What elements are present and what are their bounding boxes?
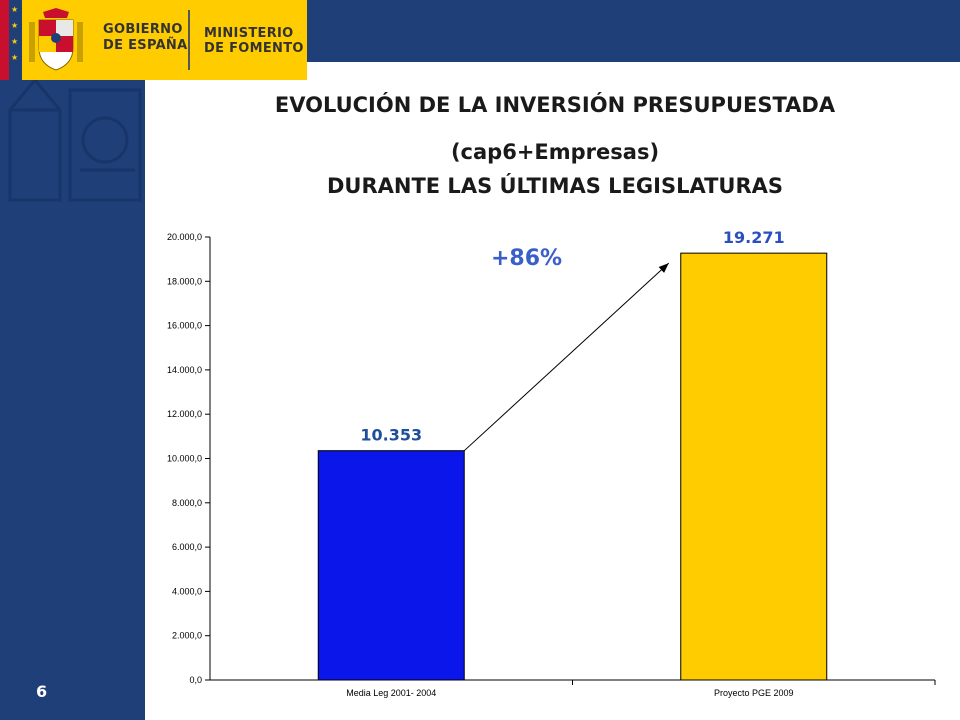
bar-1 — [317, 450, 465, 681]
chart-title: EVOLUCIÓN DE LA INVERSIÓN PRESUPUESTADA — [274, 93, 836, 117]
coat-of-arms-icon — [29, 8, 83, 71]
eu-flag-strip: ★ ★ ★ ★ — [0, 0, 22, 80]
star-icon: ★ — [11, 5, 19, 14]
star-icon: ★ — [11, 37, 19, 46]
x-tick-label: Proyecto PGE 2009 — [714, 688, 794, 698]
header-divider — [188, 10, 190, 70]
y-tick-label: 16.000,0 — [167, 321, 202, 331]
x-tick-label: Media Leg 2001- 2004 — [346, 688, 436, 698]
data-label-2: 19.271 — [723, 228, 785, 247]
chart-subtitle-2: DURANTE LAS ÚLTIMAS LEGISLATURAS — [326, 174, 784, 198]
ministry-line-2: DE FOMENTO — [204, 41, 304, 56]
y-tick-label: 12.000,0 — [167, 409, 202, 419]
bar-2 — [680, 252, 828, 681]
header-logo-block: ★ ★ ★ ★ GOBIERNO DE ESPAÑA MINISTERIO DE… — [0, 0, 307, 80]
y-tick-label: 8.000,0 — [172, 498, 202, 508]
gov-line-1: GOBIERNO — [103, 22, 183, 37]
y-tick-label: 20.000,0 — [167, 232, 202, 242]
crest-watermark-icon — [8, 77, 142, 202]
growth-arrow-head-icon — [658, 263, 669, 273]
star-icon: ★ — [11, 21, 19, 30]
y-tick-label: 6.000,0 — [172, 542, 202, 552]
chart-subtitle-1: (cap6+Empresas) — [450, 140, 660, 164]
page-number: 6 — [36, 682, 48, 701]
ministry-line-1: MINISTERIO — [204, 26, 294, 41]
growth-annotation: +86% — [491, 246, 562, 271]
y-tick-label: 2.000,0 — [172, 631, 202, 641]
y-tick-label: 4.000,0 — [172, 586, 202, 596]
gov-line-2: DE ESPAÑA — [103, 38, 188, 53]
ministry-name: MINISTERIO DE FOMENTO — [204, 26, 304, 56]
bar-chart: 0,0 2.000,0 4.000,0 6.000,0 8.000,0 10.000,0 1… — [167, 228, 936, 698]
sidebar-band — [0, 0, 145, 720]
government-name: GOBIERNO DE ESPAÑA — [103, 22, 187, 54]
y-tick-label: 18.000,0 — [167, 276, 202, 286]
y-tick-label: 14.000,0 — [167, 365, 202, 375]
y-tick-label: 10.000,0 — [167, 454, 202, 464]
growth-arrow-line — [463, 262, 670, 452]
top-band — [305, 0, 960, 62]
star-icon: ★ — [11, 53, 19, 62]
data-label-1: 10.353 — [360, 426, 422, 445]
y-tick-label: 0,0 — [189, 675, 202, 685]
